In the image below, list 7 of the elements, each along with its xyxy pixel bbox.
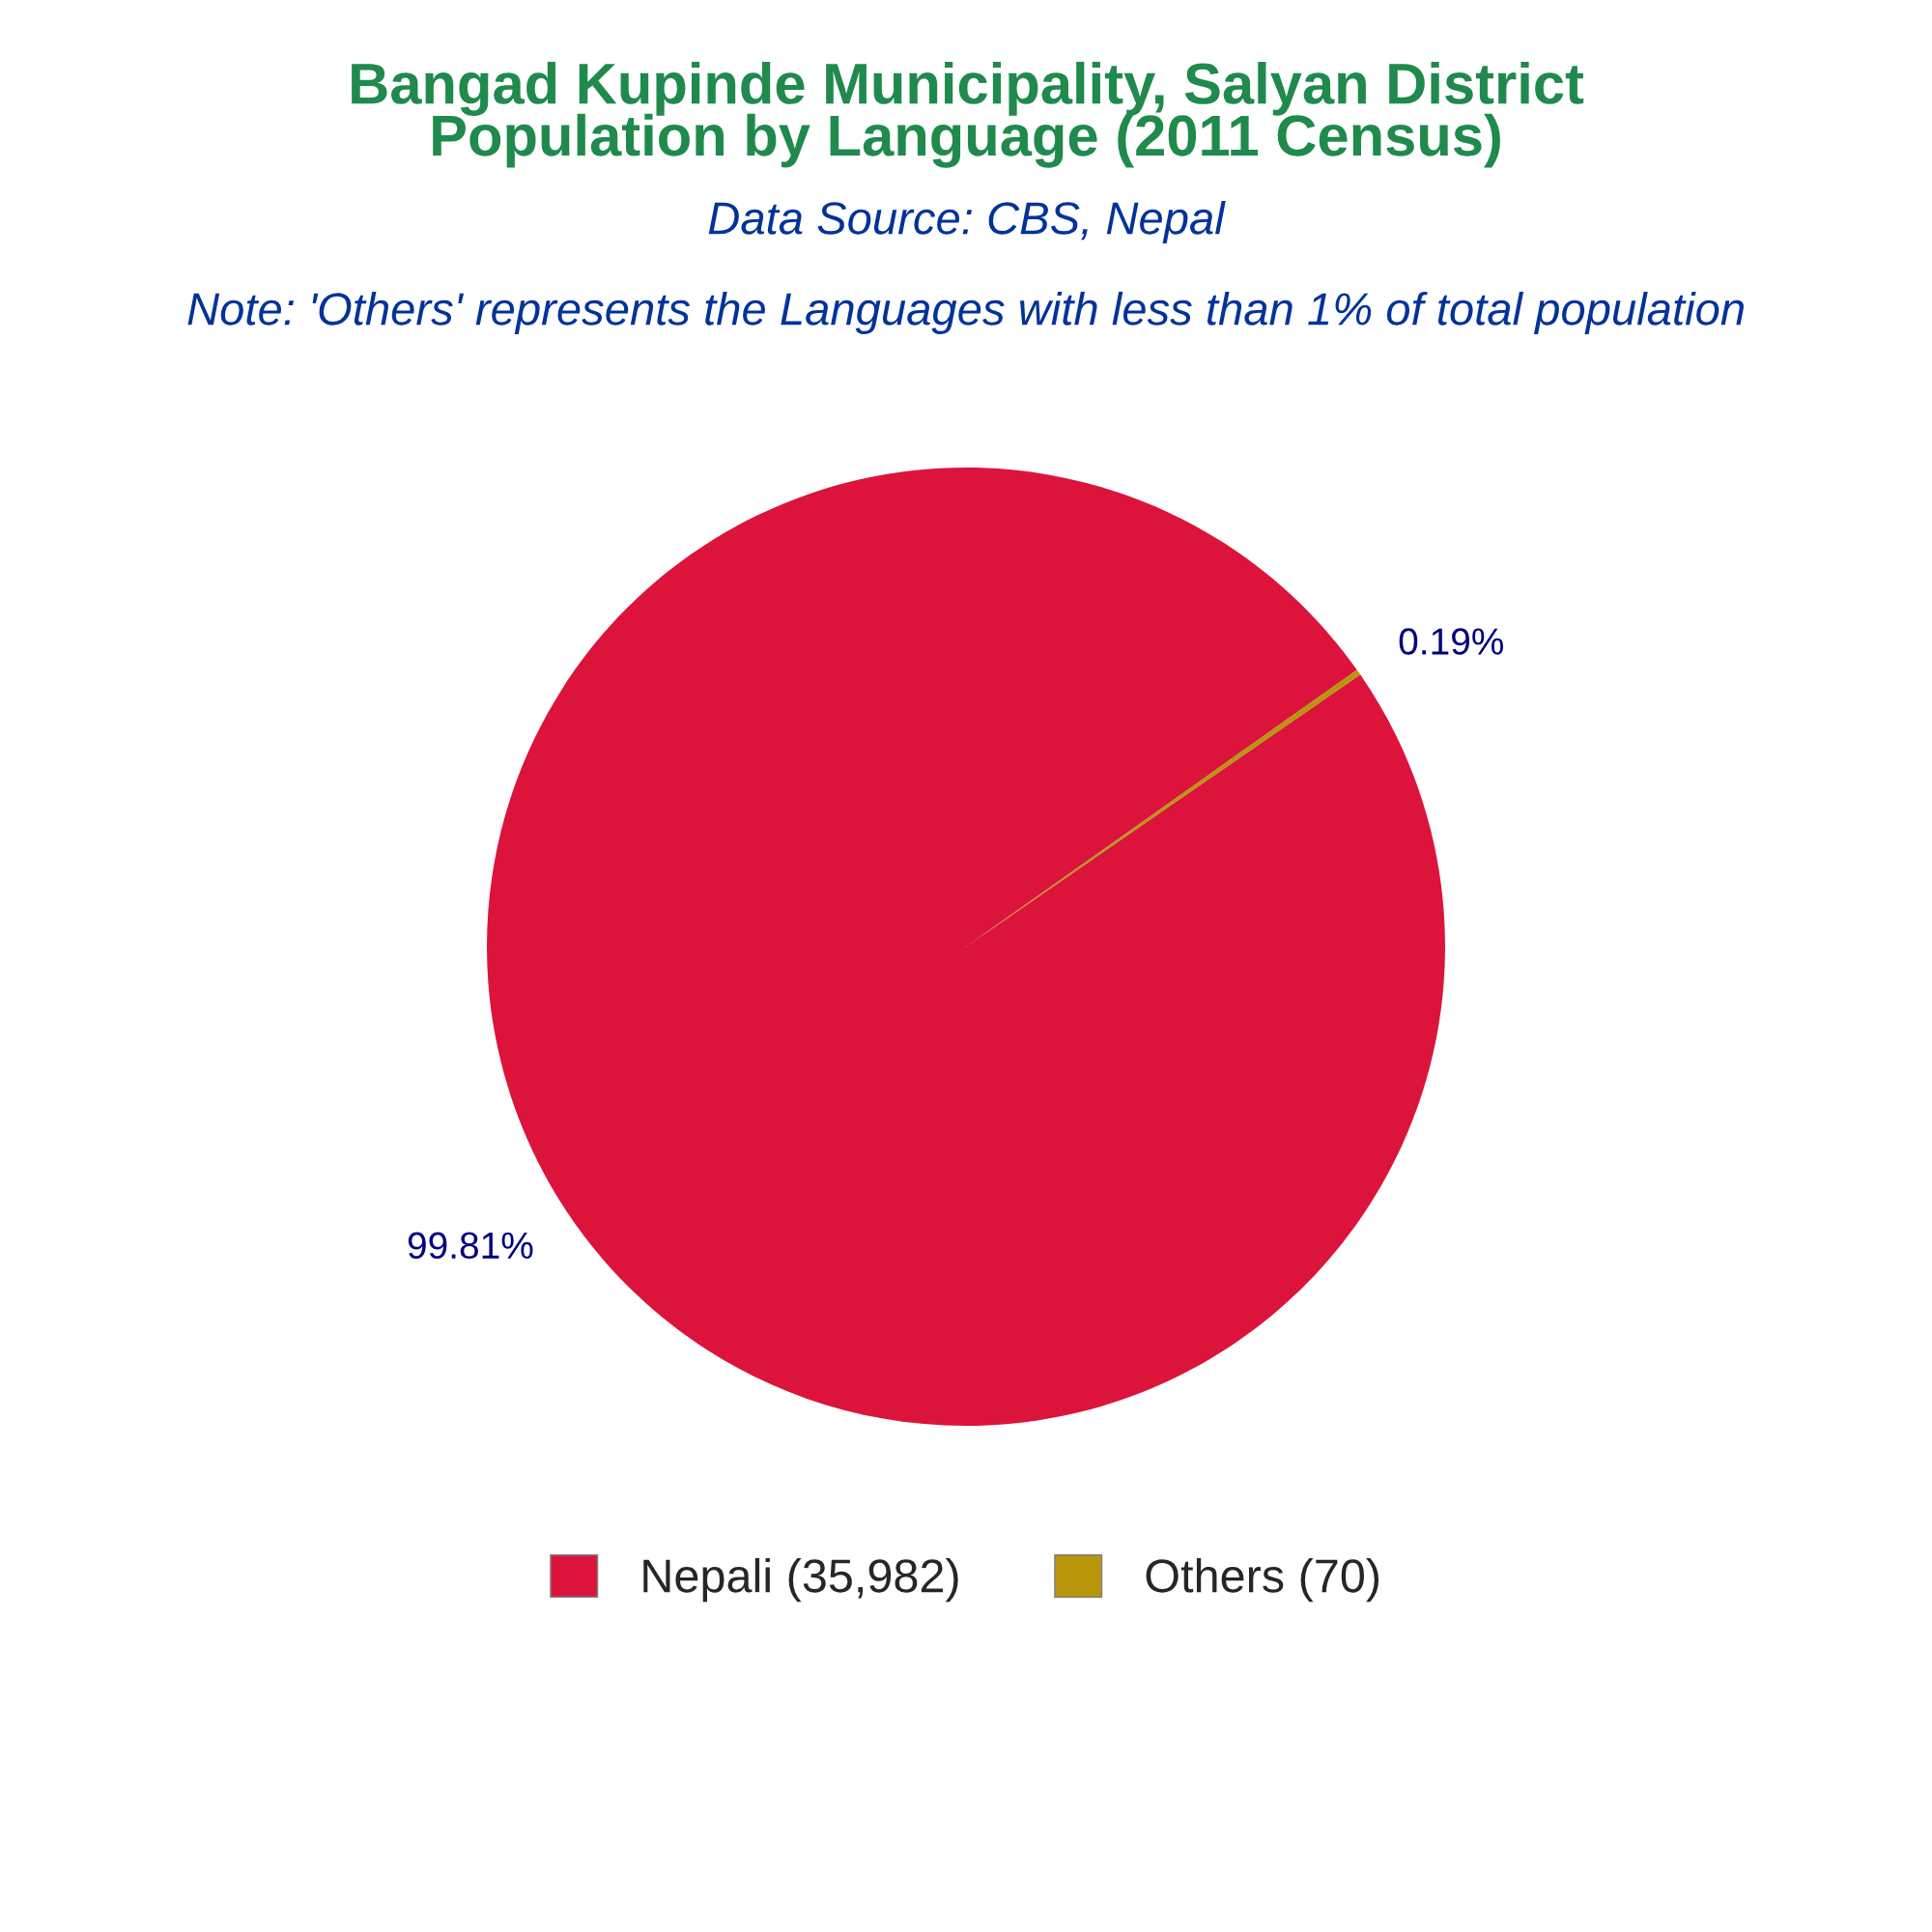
chart-title: Bangad Kupinde Municipality, Salyan District Population by Language (2011 Census) xyxy=(352,62,1584,168)
chart-subtitle: Data Source: CBS, Nepal xyxy=(708,200,1226,244)
data-label: 99.81% xyxy=(408,1232,533,1260)
data-label: 0.19% xyxy=(1399,628,1504,655)
legend-label: Others (70) xyxy=(1146,1557,1379,1603)
text: Note: 'Others' represents the Languages with less than 1% of total population xyxy=(187,291,1744,335)
legend-label: Nepali (35,982) xyxy=(643,1557,958,1603)
